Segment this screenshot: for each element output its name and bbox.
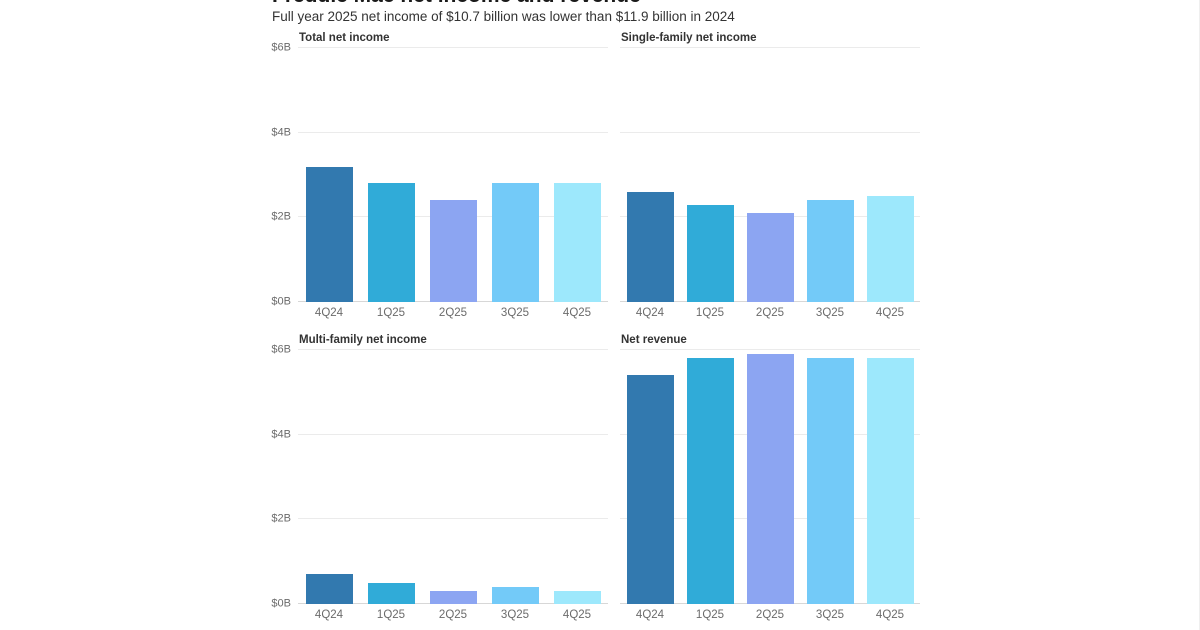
- gridline: [620, 47, 920, 48]
- bar-slot: [860, 48, 920, 302]
- y-tick-label: $0B: [271, 295, 291, 308]
- chart-title: Net revenue: [621, 334, 687, 346]
- bar-4q24[interactable]: [305, 166, 353, 302]
- y-tick-label: $2B: [271, 512, 291, 525]
- x-tick-label: 1Q25: [695, 609, 725, 621]
- bar-1q25[interactable]: [367, 183, 415, 302]
- x-axis-labels: 4Q24 1Q25 2Q25 3Q25 4Q25: [620, 307, 920, 319]
- gridline: [298, 433, 608, 435]
- gridline: [298, 47, 608, 48]
- bars-area: [298, 350, 608, 604]
- bar-slot: [546, 350, 608, 604]
- x-tick-label: 3Q25: [500, 307, 530, 319]
- chart-panel-total-net-income: Total net income $0B $2B $4B $6B 4Q24 1Q25 2Q2…: [271, 32, 608, 319]
- x-axis-labels: 4Q24 1Q25 2Q25 3Q25 4Q25: [298, 307, 608, 319]
- gridline: [620, 131, 920, 133]
- x-tick-label: 3Q25: [815, 307, 845, 319]
- bar-slot: [484, 48, 546, 302]
- y-tick-label: $2B: [271, 210, 291, 223]
- bar-slot: [800, 350, 860, 604]
- page-title: Freddie Mac net income and revenue: [272, 0, 641, 9]
- x-tick-label: 2Q25: [438, 609, 468, 621]
- x-tick-label: 3Q25: [815, 609, 845, 621]
- bar-1q25[interactable]: [686, 204, 734, 302]
- y-tick-label: $4B: [271, 428, 291, 441]
- x-tick-label: 4Q24: [635, 307, 665, 319]
- bar-2q25[interactable]: [746, 213, 794, 302]
- x-tick-label: 4Q25: [875, 609, 905, 621]
- bar-slot: [360, 350, 422, 604]
- bar-slot: [620, 350, 680, 604]
- bar-4q25[interactable]: [866, 196, 914, 302]
- bar-slot: [422, 48, 484, 302]
- bar-slot: [680, 48, 740, 302]
- x-tick-label: 3Q25: [500, 609, 530, 621]
- x-axis-labels: 4Q24 1Q25 2Q25 3Q25 4Q25: [298, 609, 608, 621]
- y-tick-label: $0B: [271, 597, 291, 610]
- y-tick-label: $6B: [271, 343, 291, 356]
- bar-slot: [298, 350, 360, 604]
- bar-2q25[interactable]: [429, 200, 477, 302]
- x-tick-label: 4Q25: [875, 307, 905, 319]
- x-tick-label: 4Q24: [314, 609, 344, 621]
- bar-3q25[interactable]: [806, 200, 854, 302]
- x-tick-label: 1Q25: [376, 307, 406, 319]
- bars-area: [298, 48, 608, 302]
- bar-1q25[interactable]: [367, 582, 415, 604]
- x-tick-label: 4Q24: [635, 609, 665, 621]
- bar-slot: [546, 48, 608, 302]
- bar-1q25[interactable]: [686, 358, 734, 604]
- bars-area: [620, 350, 920, 604]
- bar-4q25[interactable]: [553, 183, 601, 302]
- y-tick-label: $4B: [271, 126, 291, 139]
- page-subtitle: Full year 2025 net income of $10.7 billi…: [272, 9, 735, 24]
- bar-slot: [740, 48, 800, 302]
- bar-3q25[interactable]: [491, 587, 539, 604]
- x-tick-label: 2Q25: [438, 307, 468, 319]
- bar-4q25[interactable]: [866, 358, 914, 604]
- bar-2q25[interactable]: [746, 354, 794, 604]
- bar-3q25[interactable]: [806, 358, 854, 604]
- chart-panel-single-family-net-income: Single-family net income 4Q24 1Q25 2Q25 3Q2…: [620, 32, 920, 319]
- chart-title: Single-family net income: [621, 32, 757, 44]
- y-tick-label: $6B: [271, 41, 291, 54]
- bar-4q24[interactable]: [305, 574, 353, 604]
- bar-4q25[interactable]: [553, 591, 601, 604]
- chart-panel-net-revenue: Net revenue 4Q24 1Q25 2Q25 3Q25 4Q25: [620, 334, 920, 621]
- x-tick-label: 4Q25: [562, 307, 592, 319]
- x-tick-label: 4Q24: [314, 307, 344, 319]
- bar-slot: [298, 48, 360, 302]
- gridline: [298, 518, 608, 520]
- bar-2q25[interactable]: [429, 591, 477, 604]
- bar-slot: [422, 350, 484, 604]
- x-tick-label: 1Q25: [376, 609, 406, 621]
- bar-slot: [680, 350, 740, 604]
- gridline: [620, 349, 920, 350]
- gridline: [298, 131, 608, 133]
- bar-slot: [800, 48, 860, 302]
- bars-area: [620, 48, 920, 302]
- gridline: [298, 349, 608, 350]
- x-axis-labels: 4Q24 1Q25 2Q25 3Q25 4Q25: [620, 609, 920, 621]
- bar-4q24[interactable]: [626, 375, 674, 604]
- x-tick-label: 4Q25: [562, 609, 592, 621]
- bar-slot: [740, 350, 800, 604]
- bar-4q24[interactable]: [626, 191, 674, 302]
- bar-slot: [620, 48, 680, 302]
- chart-title: Multi-family net income: [299, 334, 427, 346]
- bar-3q25[interactable]: [491, 183, 539, 302]
- x-tick-label: 2Q25: [755, 609, 785, 621]
- bar-slot: [860, 350, 920, 604]
- chart-panel-multi-family-net-income: Multi-family net income $0B $2B $4B $6B 4Q24…: [271, 334, 608, 621]
- bar-slot: [484, 350, 546, 604]
- chart-title: Total net income: [299, 32, 390, 44]
- x-tick-label: 2Q25: [755, 307, 785, 319]
- x-tick-label: 1Q25: [695, 307, 725, 319]
- bar-slot: [360, 48, 422, 302]
